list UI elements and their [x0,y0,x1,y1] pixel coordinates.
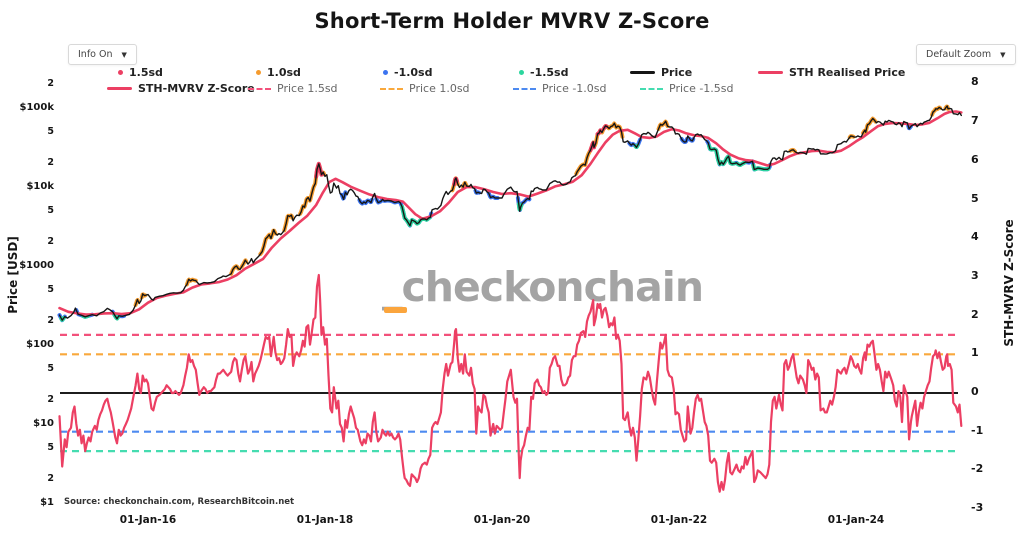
legend-item-price-1-5sd[interactable]: Price 1.5sd [248,82,338,95]
legend-label: STH-MVRV Z-Score [138,82,255,95]
source-note: Source: checkonchain.com, ResearchBitcoi… [64,497,295,507]
legend-item-1-5sd[interactable]: 1.5sd [118,66,163,79]
legend-item-sth-mvrv-z-score[interactable]: STH-MVRV Z-Score [107,82,255,95]
legend-item-price[interactable]: Price [630,66,692,79]
legend-label: 1.0sd [267,66,301,79]
legend-marker-dot-icon [519,70,524,75]
legend-item--1-5sd[interactable]: -1.5sd [519,66,568,79]
sth-mvrv-z-score-line [58,273,963,493]
legend-label: 1.5sd [129,66,163,79]
legend-marker-dash-icon [380,87,403,90]
legend-marker-dot-icon [118,70,123,75]
zoom-preset-dropdown[interactable]: Default Zoom ▼ [916,44,1016,65]
legend-label: Price [661,66,693,79]
legend-marker-line-icon [758,71,783,74]
sth-realised-price-line [58,110,963,316]
chevron-down-icon: ▼ [1000,50,1006,59]
legend-item--1-0sd[interactable]: -1.0sd [383,66,432,79]
price-axis-title: Price [USD] [6,236,20,314]
legend-label: -1.0sd [394,66,433,79]
legend-item-sth-realised-price[interactable]: STH Realised Price [758,66,905,79]
legend-label: Price -1.0sd [542,82,607,95]
info-toggle-label: Info On [78,49,113,60]
legend-item-price-1-5sd[interactable]: Price -1.5sd [640,82,734,95]
legend-label: Price 1.0sd [409,82,470,95]
legend-marker-line-icon [107,87,132,90]
price-line [58,105,962,321]
legend-marker-dash-icon [640,87,663,90]
zscore-axis-title: STH-MVRV Z-Score [1002,219,1016,347]
legend-item-1-0sd[interactable]: 1.0sd [256,66,301,79]
legend-marker-dash-icon [513,87,536,90]
legend-label: Price -1.5sd [669,82,734,95]
legend-marker-dash-icon [248,87,271,90]
legend-label: -1.5sd [530,66,569,79]
legend-item-price-1-0sd[interactable]: Price -1.0sd [513,82,607,95]
watermark-underscore-bar [384,307,407,313]
zoom-preset-label: Default Zoom [926,49,992,60]
info-toggle-dropdown[interactable]: Info On ▼ [68,44,137,65]
chevron-down-icon: ▼ [121,50,127,59]
legend-item-price-1-0sd[interactable]: Price 1.0sd [380,82,470,95]
legend-marker-dot-icon [383,70,388,75]
legend-marker-dot-icon [256,70,261,75]
legend-marker-line-icon [630,71,655,74]
legend-label: STH Realised Price [789,66,906,79]
page-title: Short-Term Holder MVRV Z-Score [314,9,710,33]
checkonchain-watermark: _checkonchain [382,263,704,311]
legend-label: Price 1.5sd [277,82,338,95]
